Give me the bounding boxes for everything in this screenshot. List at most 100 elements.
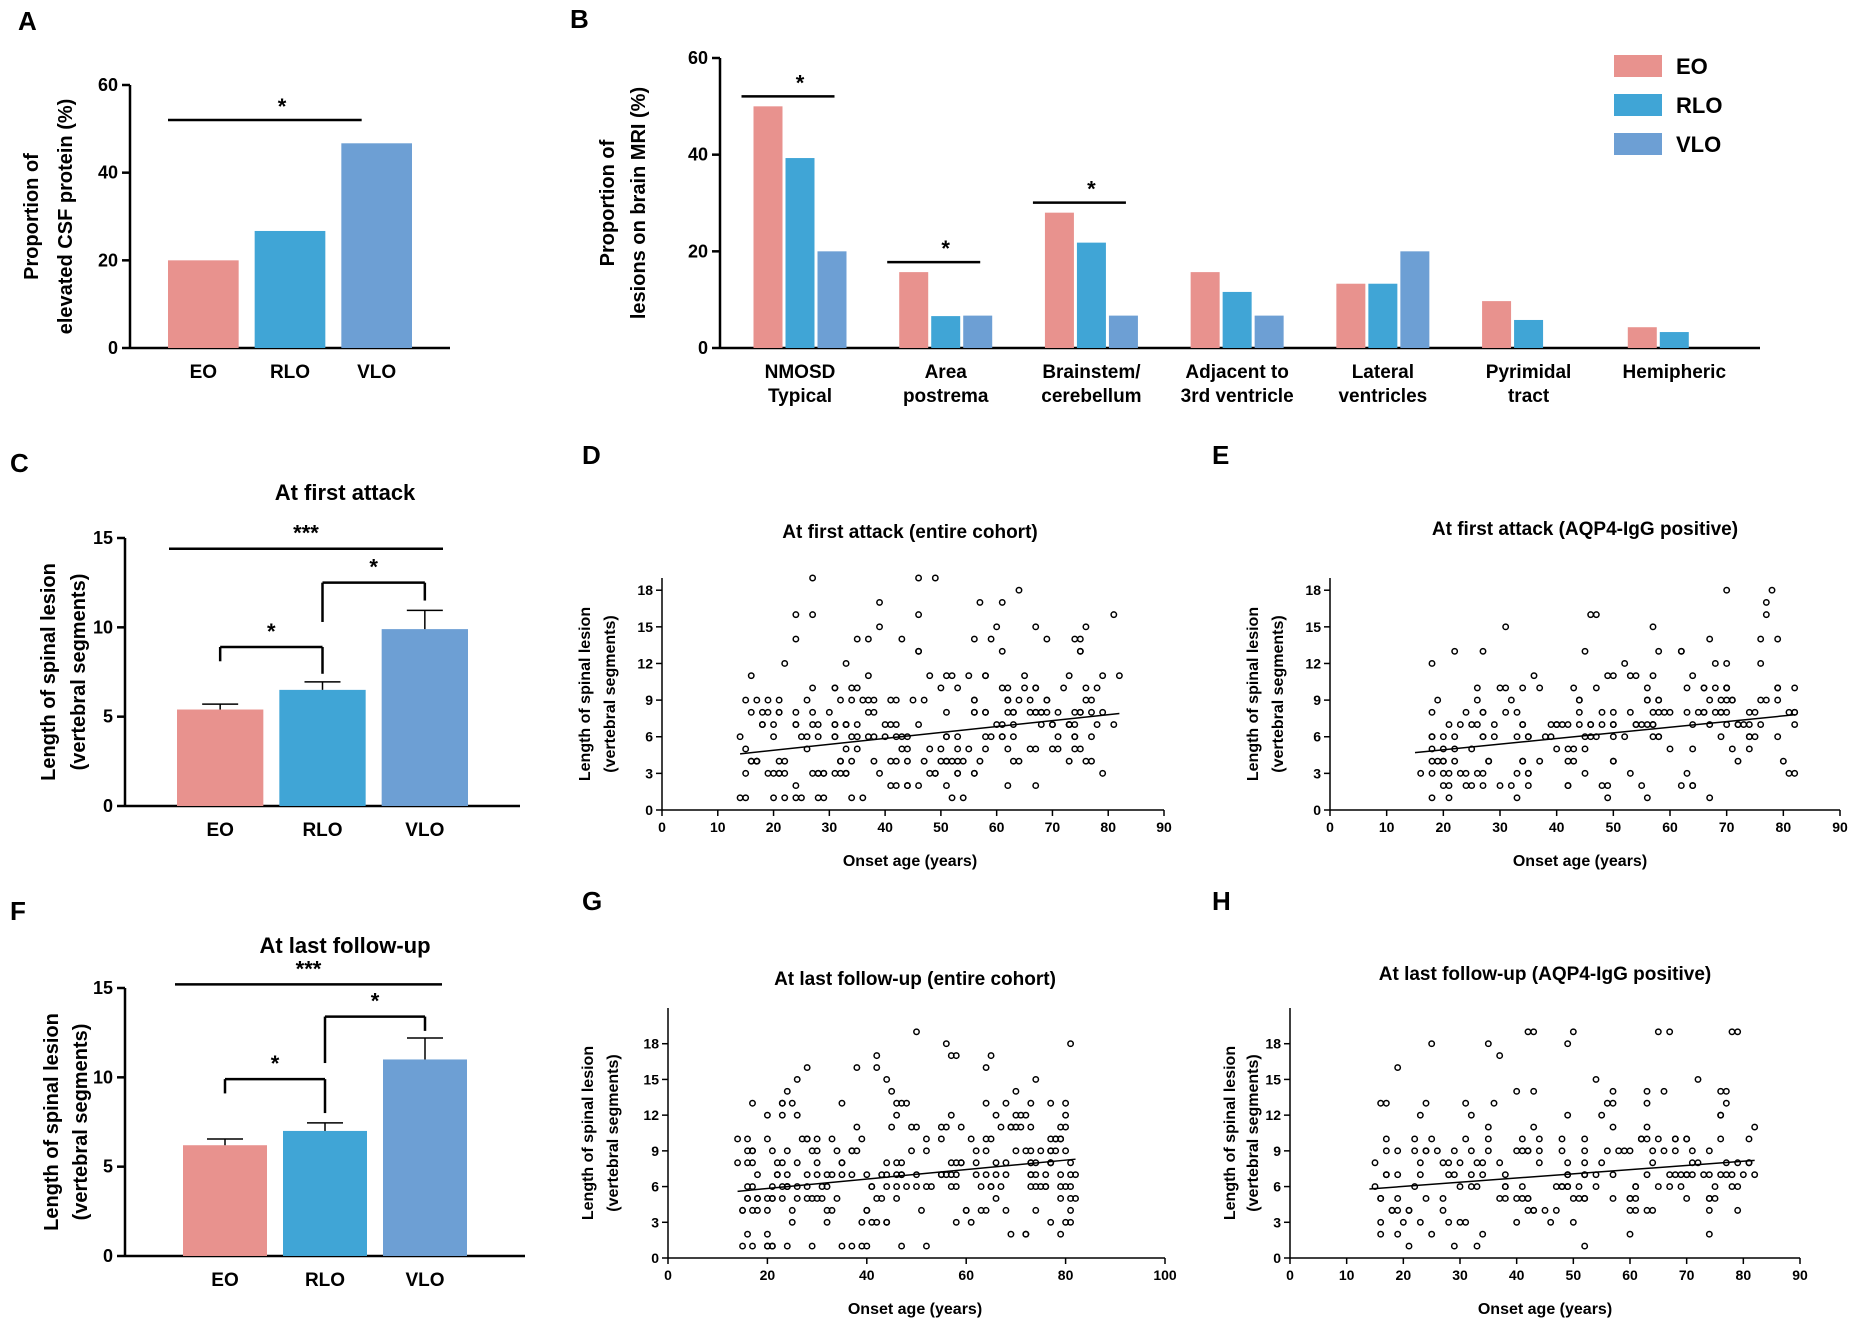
bar-A-EO <box>168 260 239 348</box>
scatter-point-G <box>828 1135 836 1143</box>
scatter-point-D <box>915 574 923 582</box>
y-tick-label-D-18: 18 <box>637 582 653 598</box>
x-tick-label-D-20: 20 <box>766 819 782 835</box>
scatter-point-G <box>793 1075 801 1083</box>
significance-C-2-label: *** <box>293 521 319 546</box>
scatter-point-H <box>1416 1171 1424 1179</box>
scatter-point-G <box>813 1135 821 1143</box>
y-axis-title-H-line1: Length of spinal lesion <box>1222 1046 1239 1220</box>
x-tick-label-H-80: 80 <box>1736 1267 1752 1283</box>
scatter-point-H <box>1394 1064 1402 1071</box>
scatter-point-H <box>1524 1206 1532 1214</box>
chart-title-E: At first attack (AQP4-IgG positive) <box>1432 519 1738 540</box>
scatter-point-G <box>977 1183 985 1191</box>
scatter-point-E <box>1428 660 1436 667</box>
scatter-point-H <box>1666 1028 1674 1036</box>
scatter-point-D <box>848 794 856 802</box>
scatter-point-G <box>788 1206 796 1214</box>
scatter-point-D <box>1048 745 1056 753</box>
scatter-point-E <box>1768 586 1776 594</box>
scatter-point-H <box>1518 1135 1526 1143</box>
scatter-point-D <box>758 721 766 728</box>
scatter-point-E <box>1513 769 1521 777</box>
scatter-point-D <box>848 696 856 704</box>
scatter-point-H <box>1411 1183 1419 1191</box>
scatter-point-G <box>1012 1087 1020 1095</box>
scatter-point-D <box>1082 684 1090 692</box>
scatter-point-E <box>1706 794 1714 802</box>
x-tick-label-E-30: 30 <box>1492 819 1508 835</box>
scatter-point-H <box>1660 1147 1668 1155</box>
scatter-point-E <box>1473 721 1481 728</box>
scatter-point-H <box>1654 1183 1662 1191</box>
significance-F-1-label: * <box>371 989 380 1014</box>
scatter-point-E <box>1598 782 1606 790</box>
y-tick-label-G-9: 9 <box>651 1143 659 1159</box>
scatter-point-G <box>768 1147 776 1155</box>
significance-B-1-label: * <box>941 236 950 261</box>
scatter-point-E <box>1587 721 1595 728</box>
scatter-point-G <box>763 1195 771 1202</box>
scatter-point-E <box>1643 684 1651 692</box>
scatter-point-H <box>1394 1147 1402 1155</box>
scatter-point-D <box>948 672 956 680</box>
scatter-point-D <box>1082 696 1090 704</box>
x-tick-label-H-0: 0 <box>1286 1267 1294 1283</box>
scatter-point-H <box>1416 1218 1424 1226</box>
x-tick-label-H-50: 50 <box>1566 1267 1582 1283</box>
legend-swatch-RLO <box>1614 94 1662 116</box>
scatter-point-E <box>1632 721 1640 728</box>
y-axis-title-A-line2: elevated CSF protein (%) <box>55 99 77 335</box>
scatter-point-D <box>742 745 750 753</box>
scatter-point-D <box>864 672 872 680</box>
scatter-point-E <box>1456 721 1464 728</box>
scatter-point-H <box>1524 1195 1532 1202</box>
scatter-point-H <box>1717 1171 1725 1179</box>
scatter-point-G <box>942 1040 950 1048</box>
scatter-point-E <box>1728 696 1736 704</box>
bar-A-RLO <box>254 230 326 348</box>
scatter-point-G <box>749 1242 756 1250</box>
x-tick-label-G-80: 80 <box>1058 1267 1074 1283</box>
scatter-point-D <box>1110 611 1118 619</box>
scatter-point-E <box>1502 708 1510 716</box>
scatter-point-D <box>1076 635 1084 643</box>
scatter-point-D <box>931 769 939 777</box>
x-tick-label-B-3-1: 3rd ventricle <box>1181 386 1294 407</box>
scatter-point-E <box>1643 794 1651 802</box>
y-axis-title-B-line1: Proportion of <box>597 139 619 266</box>
scatter-point-H <box>1626 1195 1634 1202</box>
scatter-point-G <box>808 1147 816 1155</box>
scatter-point-D <box>853 733 861 741</box>
scatter-point-G <box>967 1218 975 1226</box>
scatter-point-D <box>954 769 962 777</box>
scatter-point-G <box>982 1099 990 1107</box>
scatter-point-G <box>763 1111 771 1119</box>
scatter-point-D <box>892 757 900 765</box>
scatter-point-D <box>775 769 783 777</box>
scatter-point-D <box>998 733 1006 741</box>
scatter-point-H <box>1552 1183 1560 1191</box>
scatter-point-H <box>1728 1183 1736 1191</box>
scatter-point-G <box>763 1206 771 1214</box>
y-tick-label-F-10: 10 <box>93 1067 113 1087</box>
legend-label-RLO: RLO <box>1676 93 1722 118</box>
x-tick-label-H-60: 60 <box>1622 1267 1638 1283</box>
y-tick-label-H-15: 15 <box>1265 1071 1281 1087</box>
bar-F-RLO <box>283 1130 367 1256</box>
scatter-point-D <box>926 672 934 680</box>
scatter-point-E <box>1734 721 1742 728</box>
scatter-point-E <box>1655 733 1663 741</box>
scatter-point-E <box>1445 782 1453 790</box>
scatter-point-G <box>1062 1111 1070 1119</box>
scatter-point-D <box>903 745 911 753</box>
scatter-point-G <box>883 1075 891 1083</box>
panel-A: A Proportion of elevated CSF protein (%) 0 2… <box>18 6 450 383</box>
x-tick-label-E-40: 40 <box>1549 819 1565 835</box>
y-axis-title-B-line2: lesions on brain MRI (%) <box>628 87 650 319</box>
scatter-point-E <box>1649 733 1657 741</box>
scatter-point-D <box>1088 757 1095 765</box>
scatter-point-D <box>1065 672 1073 680</box>
y-axis-title-C-line2: (vertebral segments) <box>68 574 90 771</box>
